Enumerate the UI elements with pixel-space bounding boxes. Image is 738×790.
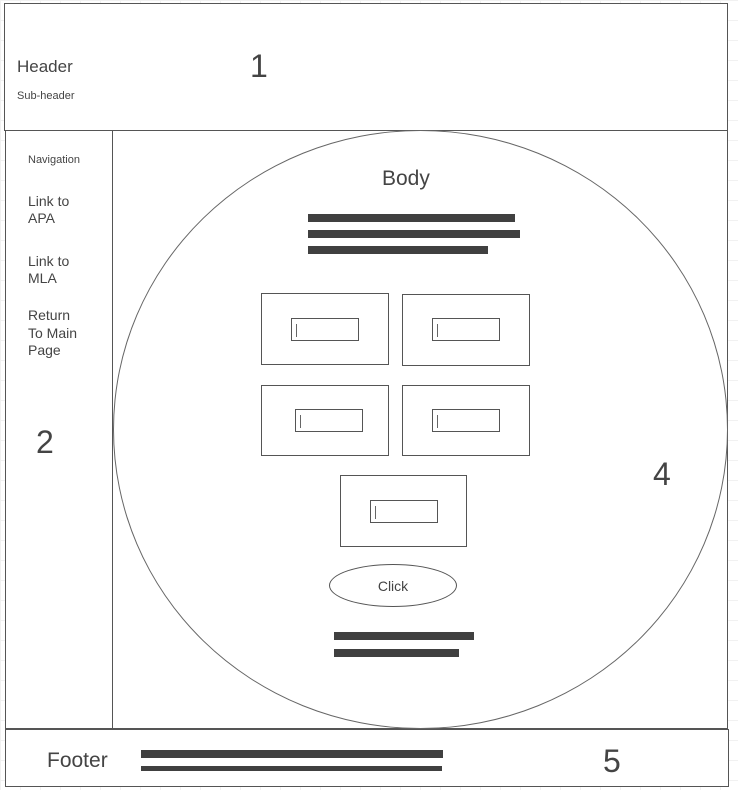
nav-link-apa-line2: APA: [28, 210, 55, 226]
nav-link-main-page-line3: Page: [28, 342, 61, 358]
form-field-box-5: [340, 475, 467, 547]
nav-link-main-page-line2: To Main: [28, 324, 78, 341]
navigation-title: Navigation: [28, 154, 80, 166]
text-input-2[interactable]: [432, 318, 500, 341]
sidebar-region: [5, 130, 113, 729]
header-region: [4, 3, 728, 131]
nav-link-mla[interactable]: Link to MLA: [28, 253, 69, 287]
nav-link-mla-line1: Link to: [28, 253, 70, 269]
nav-link-apa-line1: Link to: [28, 193, 70, 209]
text-cursor-icon: [300, 415, 301, 428]
body-circle-shape: [113, 130, 728, 729]
text-placeholder-line: [334, 649, 459, 657]
text-cursor-icon: [375, 506, 376, 519]
text-input-5[interactable]: [370, 500, 438, 523]
footer-region: [5, 729, 729, 787]
text-placeholder-line: [308, 230, 520, 238]
text-cursor-icon: [437, 324, 438, 337]
nav-link-main-page[interactable]: Return To Main Page: [28, 307, 77, 360]
header-subtitle: Sub-header: [17, 90, 75, 102]
header-region-number: 1: [250, 48, 268, 84]
text-input-4[interactable]: [432, 409, 500, 432]
text-cursor-icon: [296, 324, 297, 337]
form-field-box-1: [261, 293, 389, 365]
text-placeholder-line: [141, 766, 442, 771]
header-title: Header: [17, 57, 73, 76]
text-placeholder-line: [308, 246, 488, 254]
form-field-box-3: [261, 385, 389, 456]
text-placeholder-line: [334, 632, 474, 640]
text-input-1[interactable]: [291, 318, 359, 341]
body-title: Body: [382, 167, 430, 190]
text-placeholder-line: [308, 214, 515, 222]
body-region-number: 4: [653, 456, 671, 492]
nav-link-mla-line2: MLA: [28, 270, 57, 286]
text-cursor-icon: [437, 415, 438, 428]
form-field-box-2: [402, 294, 530, 366]
text-input-3[interactable]: [295, 409, 363, 432]
footer-region-number: 5: [603, 743, 621, 779]
click-button[interactable]: Click: [329, 564, 457, 607]
form-field-box-4: [402, 385, 530, 456]
nav-link-main-page-line1: Return: [28, 307, 71, 323]
nav-link-apa[interactable]: Link to APA: [28, 193, 69, 227]
footer-title: Footer: [47, 749, 108, 772]
sidebar-region-number: 2: [36, 424, 54, 460]
text-placeholder-line: [141, 750, 443, 758]
